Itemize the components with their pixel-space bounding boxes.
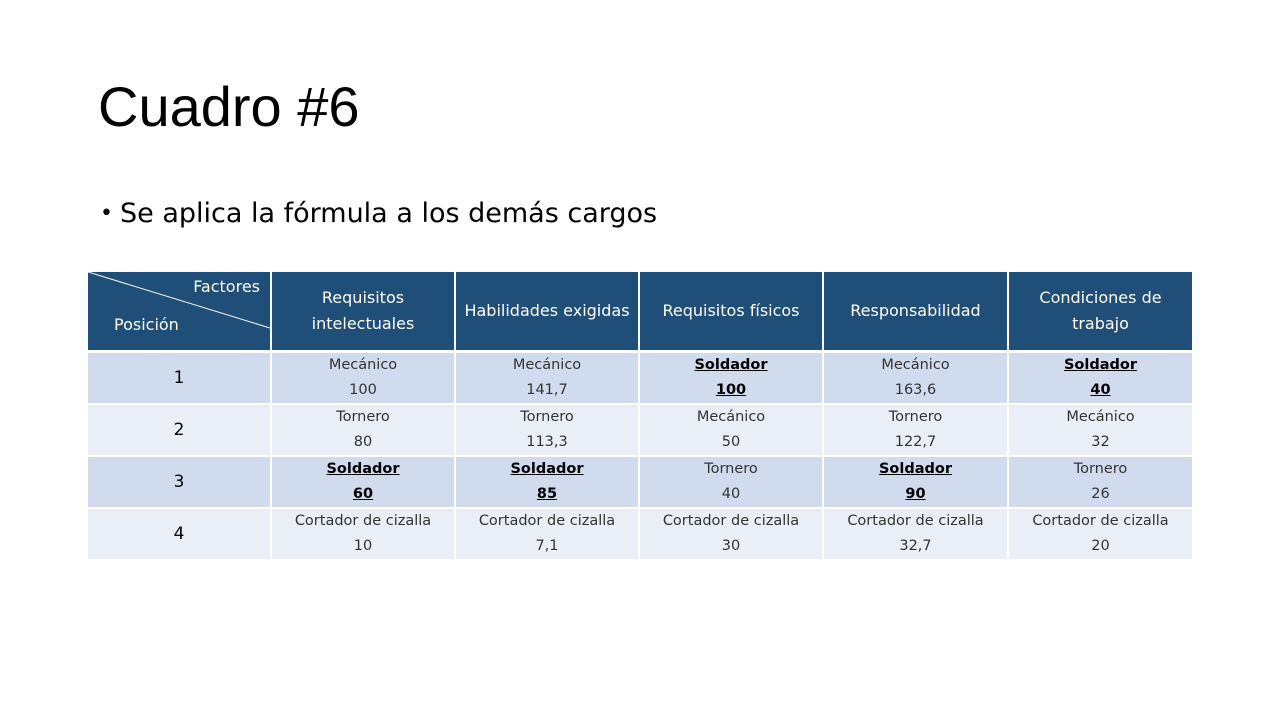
diagonal-divider	[88, 272, 270, 329]
job-score: 32	[1091, 434, 1110, 450]
job-name: Soldador	[326, 461, 400, 477]
job-score: 163,6	[894, 382, 937, 398]
column-header: Habilidades exigidas	[455, 272, 640, 353]
job-score: 122,7	[894, 434, 937, 450]
job-name: Mecánico	[512, 357, 582, 373]
job-score: 20	[1091, 538, 1110, 554]
table-cell: Mecánico 100	[271, 351, 456, 405]
table-row: 2 Tornero 80 Tornero 113,3 Mecánico 50 Tornero 1…	[88, 404, 1192, 457]
table-cell: Tornero 80	[271, 404, 456, 457]
table-body: 1 Mecánico 100 Mecánico 141,7 Soldador 100 Mecá…	[88, 351, 1192, 561]
job-score: 60	[352, 486, 374, 502]
job-name: Cortador de cizalla	[662, 513, 800, 529]
table-row: 3 Soldador 60 Soldador 85 Tornero 40 Soldador 90…	[88, 456, 1192, 509]
job-score: 32,7	[899, 538, 932, 554]
table-cell: Cortador de cizalla 32,7	[823, 508, 1009, 561]
job-name: Soldador	[878, 461, 953, 477]
job-name: Cortador de cizalla	[847, 513, 984, 529]
job-name: Tornero	[336, 409, 390, 425]
job-score: 7,1	[535, 538, 559, 554]
bullet-text: Se aplica la fórmula a los demás cargos	[120, 198, 658, 229]
table-cell: Tornero 40	[639, 456, 824, 509]
job-name: Cortador de cizalla	[1032, 513, 1169, 529]
table-cell: Soldador 60	[271, 456, 456, 509]
corner-label-factores: Factores	[193, 277, 260, 296]
job-score: 10	[353, 538, 373, 554]
factor-table: Factores Posición Requisitos intelectual…	[88, 272, 1192, 561]
job-name: Mecánico	[881, 357, 950, 373]
table-cell: Soldador 90	[823, 456, 1009, 509]
job-score: 90	[905, 486, 926, 502]
table-row: 4 Cortador de cizalla 10 Cortador de cizall…	[88, 508, 1192, 561]
table-cell: Cortador de cizalla 7,1	[455, 508, 640, 561]
job-name: Soldador	[1063, 357, 1138, 373]
position-cell: 3	[88, 456, 272, 509]
job-name: Cortador de cizalla	[478, 513, 616, 529]
table-cell: Cortador de cizalla 20	[1008, 508, 1192, 561]
table-cell: Tornero 122,7	[823, 404, 1009, 457]
job-name: Cortador de cizalla	[294, 513, 432, 529]
position-cell: 2	[88, 404, 272, 457]
job-score: 100	[349, 382, 377, 398]
table-cell: Soldador 100	[639, 351, 824, 405]
job-score: 85	[536, 486, 558, 502]
corner-label-posicion: Posición	[114, 315, 179, 334]
job-name: Tornero	[520, 409, 574, 425]
job-score: 26	[1091, 486, 1110, 502]
job-name: Soldador	[510, 461, 584, 477]
job-score: 40	[721, 486, 741, 502]
job-score: 50	[721, 434, 741, 450]
table-cell: Mecánico 163,6	[823, 351, 1009, 405]
job-score: 141,7	[526, 382, 568, 398]
table-cell: Tornero 113,3	[455, 404, 640, 457]
job-name: Mecánico	[328, 357, 398, 373]
bullet-dot-icon: •	[100, 201, 113, 226]
table-cell: Mecánico 50	[639, 404, 824, 457]
position-cell: 1	[88, 351, 272, 405]
table-cell: Cortador de cizalla 10	[271, 508, 456, 561]
position-cell: 4	[88, 508, 272, 561]
table-cell: Soldador 40	[1008, 351, 1192, 405]
column-header: Responsabilidad	[823, 272, 1009, 353]
job-score: 40	[1090, 382, 1111, 398]
table-cell: Mecánico 141,7	[455, 351, 640, 405]
table-cell: Tornero 26	[1008, 456, 1192, 509]
job-name: Tornero	[1073, 461, 1128, 477]
job-score: 100	[715, 382, 747, 398]
table-row: 1 Mecánico 100 Mecánico 141,7 Soldador 100 Mecá…	[88, 351, 1192, 405]
table-header-row: Factores Posición Requisitos intelectual…	[88, 272, 1192, 353]
table-cell: Cortador de cizalla 30	[639, 508, 824, 561]
bullet-item: • Se aplica la fórmula a los demás cargos	[100, 194, 657, 234]
slide-title: Cuadro #6	[98, 75, 360, 138]
job-name: Mecánico	[696, 409, 766, 425]
job-score: 113,3	[526, 434, 568, 450]
table-cell: Soldador 85	[455, 456, 640, 509]
job-name: Soldador	[694, 357, 768, 373]
job-score: 30	[721, 538, 741, 554]
corner-header-cell: Factores Posición	[88, 272, 272, 353]
column-header: Requisitos intelectuales	[271, 272, 456, 353]
job-name: Tornero	[704, 461, 758, 477]
column-header: Condiciones de trabajo	[1008, 272, 1192, 353]
table-cell: Mecánico 32	[1008, 404, 1192, 457]
job-name: Tornero	[888, 409, 943, 425]
job-score: 80	[353, 434, 373, 450]
column-header: Requisitos físicos	[639, 272, 824, 353]
job-name: Mecánico	[1066, 409, 1135, 425]
